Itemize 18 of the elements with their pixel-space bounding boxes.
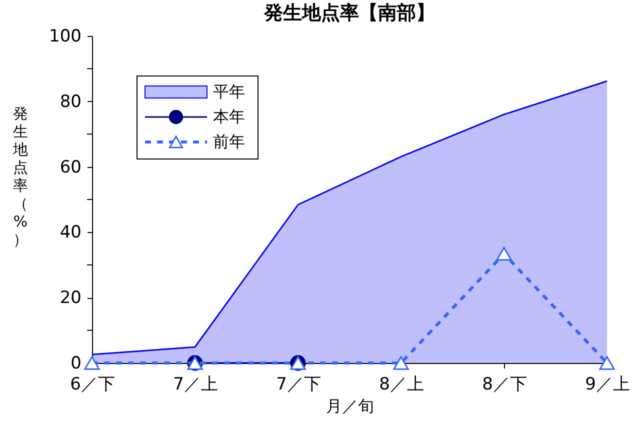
x-tick-label: 7／上 [173, 374, 218, 394]
x-tick-label: 7／下 [276, 374, 321, 394]
y-tick-label: 100 [49, 26, 82, 46]
y-axis-title: 発生地点率（%） [12, 104, 28, 248]
y-tick-label: 20 [60, 288, 82, 308]
y-tick-label: 0 [70, 354, 82, 374]
legend-label: 前年 [213, 132, 245, 151]
x-axis-title: 月／旬 [326, 396, 374, 416]
chart-title: 発生地点率【南部】 [263, 2, 435, 24]
y-tick-label: 40 [60, 222, 82, 243]
x-tick-label: 6／下 [70, 374, 115, 394]
legend-label: 本年 [213, 107, 245, 126]
legend-label: 平年 [213, 82, 245, 101]
x-tick-label: 8／上 [379, 374, 424, 394]
x-tick-label: 9／上 [585, 374, 630, 394]
y-tick-label: 60 [60, 157, 82, 178]
x-tick-label: 8／下 [482, 374, 527, 394]
y-tick-label: 80 [60, 92, 82, 112]
